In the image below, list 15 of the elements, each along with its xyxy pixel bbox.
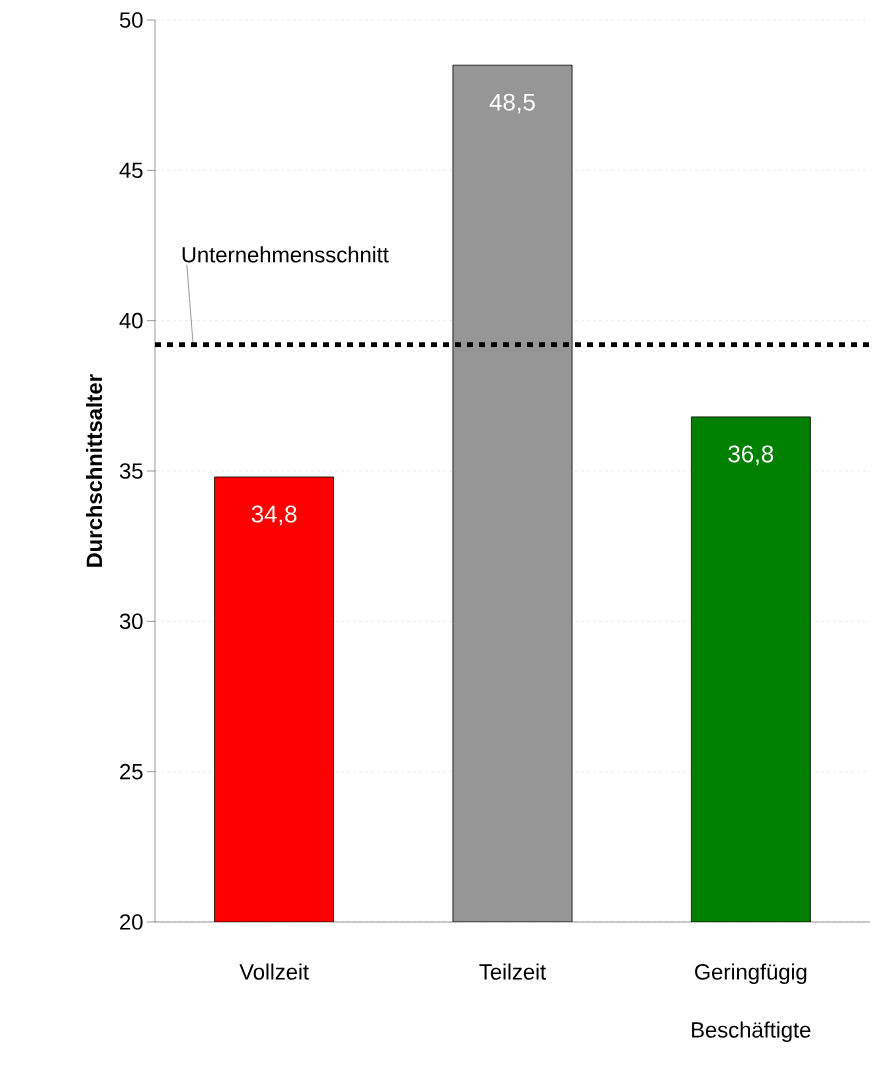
data-label: 36,8 [728, 445, 774, 466]
y-tick-label: 30 [119, 613, 143, 630]
x-tick-label: Vollzeit [239, 963, 309, 980]
y-tick-label: 25 [120, 763, 143, 780]
y-tick-label: 50 [119, 12, 143, 28]
x-tick-label: Teilzeit [479, 963, 546, 980]
data-label: 48,5 [489, 93, 535, 114]
y-tick-label: 20 [120, 914, 143, 930]
ref-line-label: Unternehmensschnitt [182, 246, 389, 263]
y-tick-label: 40 [119, 312, 143, 329]
y-tick-label: 35 [119, 463, 143, 479]
y-tick-label: 45 [119, 162, 143, 179]
category-label: Geringfügig Beschäftigte [692, 963, 811, 1043]
y-axis-title: Durchschnittsalter [85, 374, 103, 567]
data-label: 34,8 [251, 505, 297, 526]
